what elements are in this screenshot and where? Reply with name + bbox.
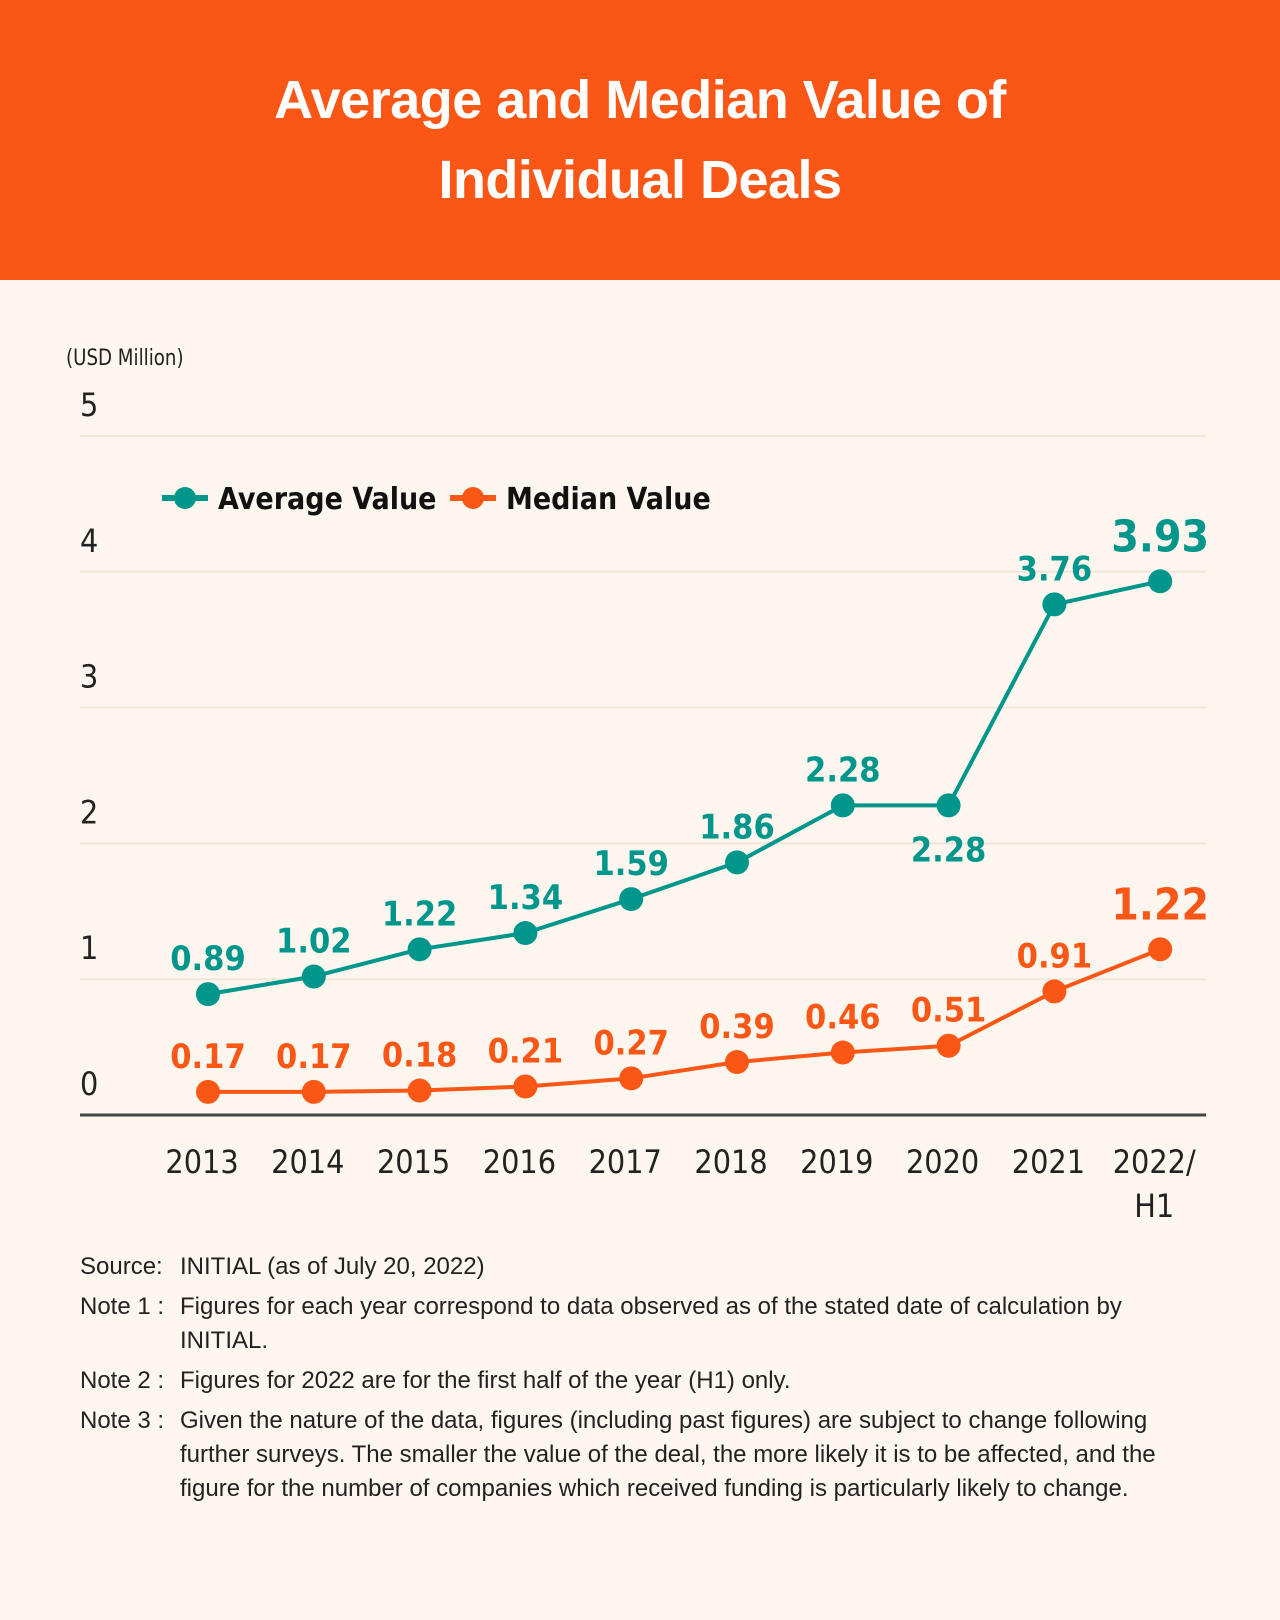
note-label: Note 3 : — [80, 1407, 165, 1434]
median-value-data-label: 0.17 — [276, 1037, 351, 1077]
x-tick-label-line: 2020 — [906, 1143, 979, 1181]
median-value-point — [619, 1066, 644, 1091]
line-chart: 0 1 2 3 4 5 2013 2014 2015 2016 2017 2018 2019 2020 20… — [80, 386, 1209, 1225]
x-tick-label: 2017 — [589, 1143, 662, 1181]
x-tick-label: 2013 — [165, 1143, 238, 1181]
median-value-data-label: 0.39 — [699, 1007, 774, 1047]
median-value-legend-marker-icon — [462, 487, 484, 509]
x-tick-label: 2019 — [800, 1143, 873, 1181]
average-value-data-label: 2.28 — [911, 830, 986, 870]
average-value-point — [196, 982, 220, 1007]
note-text: Figures for 2022 are for the first half … — [180, 1367, 791, 1394]
median-value-data-label: 0.21 — [488, 1031, 563, 1071]
y-tick-label: 3 — [80, 658, 98, 696]
average-value-data-label: 3.93 — [1111, 511, 1209, 562]
x-tick-label-line: 2013 — [165, 1143, 238, 1181]
average-value-data-label: 3.76 — [1017, 549, 1092, 589]
median-value-data-label: 0.51 — [911, 991, 986, 1031]
x-tick-label: 2016 — [483, 1143, 556, 1181]
x-tick-label-line: 2018 — [694, 1143, 767, 1181]
median-value-data-label: 1.22 — [1111, 879, 1209, 930]
average-value-data-label: 1.22 — [382, 894, 457, 934]
average-value-point — [301, 964, 326, 989]
x-tick-label-line: 2016 — [483, 1143, 556, 1181]
note-1: Note 1 : Figures for each year correspon… — [80, 1290, 1200, 1358]
chart-title: Average and Median Value of Individual D… — [274, 70, 1006, 210]
average-value-data-label: 0.89 — [170, 939, 245, 979]
median-value-point — [407, 1078, 432, 1103]
average-value-point — [1148, 569, 1173, 594]
x-tick-label-line: 2015 — [377, 1143, 450, 1181]
x-tick-label-line: 2021 — [1012, 1143, 1085, 1181]
average-value-data-label: 2.28 — [805, 750, 880, 790]
average-value-data-label: 1.34 — [488, 878, 563, 918]
note-label: Note 2 : — [80, 1367, 165, 1394]
note-text: Given the nature of the data, figures (i… — [180, 1407, 1156, 1502]
average-value-point — [407, 937, 432, 962]
note-2: Note 2 : Figures for 2022 are for the fi… — [80, 1364, 1200, 1398]
x-tick-label: 2021 — [1012, 1143, 1085, 1181]
x-tick-label-line: 2017 — [589, 1143, 662, 1181]
note-3: Note 3 : Given the nature of the data, f… — [80, 1404, 1200, 1506]
average-value-legend-marker-icon — [174, 487, 196, 509]
x-tick-label-line: 2019 — [800, 1143, 873, 1181]
average-value-data-label: 1.59 — [593, 844, 668, 884]
note-label: Note 1 : — [80, 1293, 165, 1320]
median-value-data-label: 0.46 — [805, 998, 880, 1038]
x-tick-label: 2018 — [694, 1143, 767, 1181]
x-tick-label-line: H1 — [1134, 1187, 1174, 1225]
average-value-data-label: 1.86 — [699, 807, 774, 847]
source-note: Source: INITIAL (as of July 20, 2022) — [80, 1250, 1200, 1284]
note-text: Figures for each year correspond to data… — [180, 1293, 1122, 1354]
x-tick-label: 2020 — [906, 1143, 979, 1181]
legend-label-average: Average Value — [218, 482, 437, 517]
median-value-data-label: 0.17 — [170, 1037, 245, 1077]
median-value-data-label: 0.18 — [382, 1036, 457, 1076]
y-tick-label: 1 — [80, 929, 98, 967]
average-value-point — [1042, 592, 1067, 617]
x-tick-label: 2015 — [377, 1143, 450, 1181]
average-value-point — [619, 887, 644, 912]
median-value-data-label: 0.91 — [1017, 936, 1092, 976]
average-value-data-label: 1.02 — [276, 921, 351, 961]
y-tick-label: 5 — [80, 386, 98, 424]
x-tick-label: 2014 — [271, 1143, 344, 1181]
median-value-line — [208, 947, 1161, 1094]
y-axis-unit-label: (USD Million) — [66, 346, 184, 371]
x-tick-label-line: 2022/ — [1113, 1143, 1196, 1181]
y-tick-label: 0 — [80, 1065, 98, 1103]
header-banner: Average and Median Value of Individual D… — [0, 0, 1280, 280]
average-value-line — [207, 579, 1161, 997]
y-tick-label: 4 — [80, 522, 98, 560]
median-value-point — [1042, 979, 1067, 1004]
median-value-point — [1148, 937, 1173, 962]
median-value-point — [936, 1033, 961, 1058]
median-value-point — [301, 1079, 326, 1104]
median-value-point — [513, 1074, 538, 1099]
median-value-data-label: 0.27 — [593, 1023, 668, 1063]
y-tick-label: 2 — [80, 793, 98, 831]
median-value-point — [725, 1050, 749, 1075]
median-value-point — [196, 1079, 220, 1104]
average-value-point — [936, 793, 961, 818]
notes-section: Source: INITIAL (as of July 20, 2022) No… — [80, 1250, 1200, 1512]
legend-label-median: Median Value — [506, 482, 711, 517]
average-value-point — [725, 850, 749, 875]
average-value-point — [513, 921, 538, 946]
note-label: Source: — [80, 1253, 163, 1280]
median-value-point — [830, 1040, 855, 1065]
x-tick-label-line: 2014 — [271, 1143, 344, 1181]
average-value-point — [830, 793, 855, 818]
note-text: INITIAL (as of July 20, 2022) — [180, 1253, 485, 1280]
x-tick-label: 2022/H1 — [1113, 1143, 1196, 1225]
